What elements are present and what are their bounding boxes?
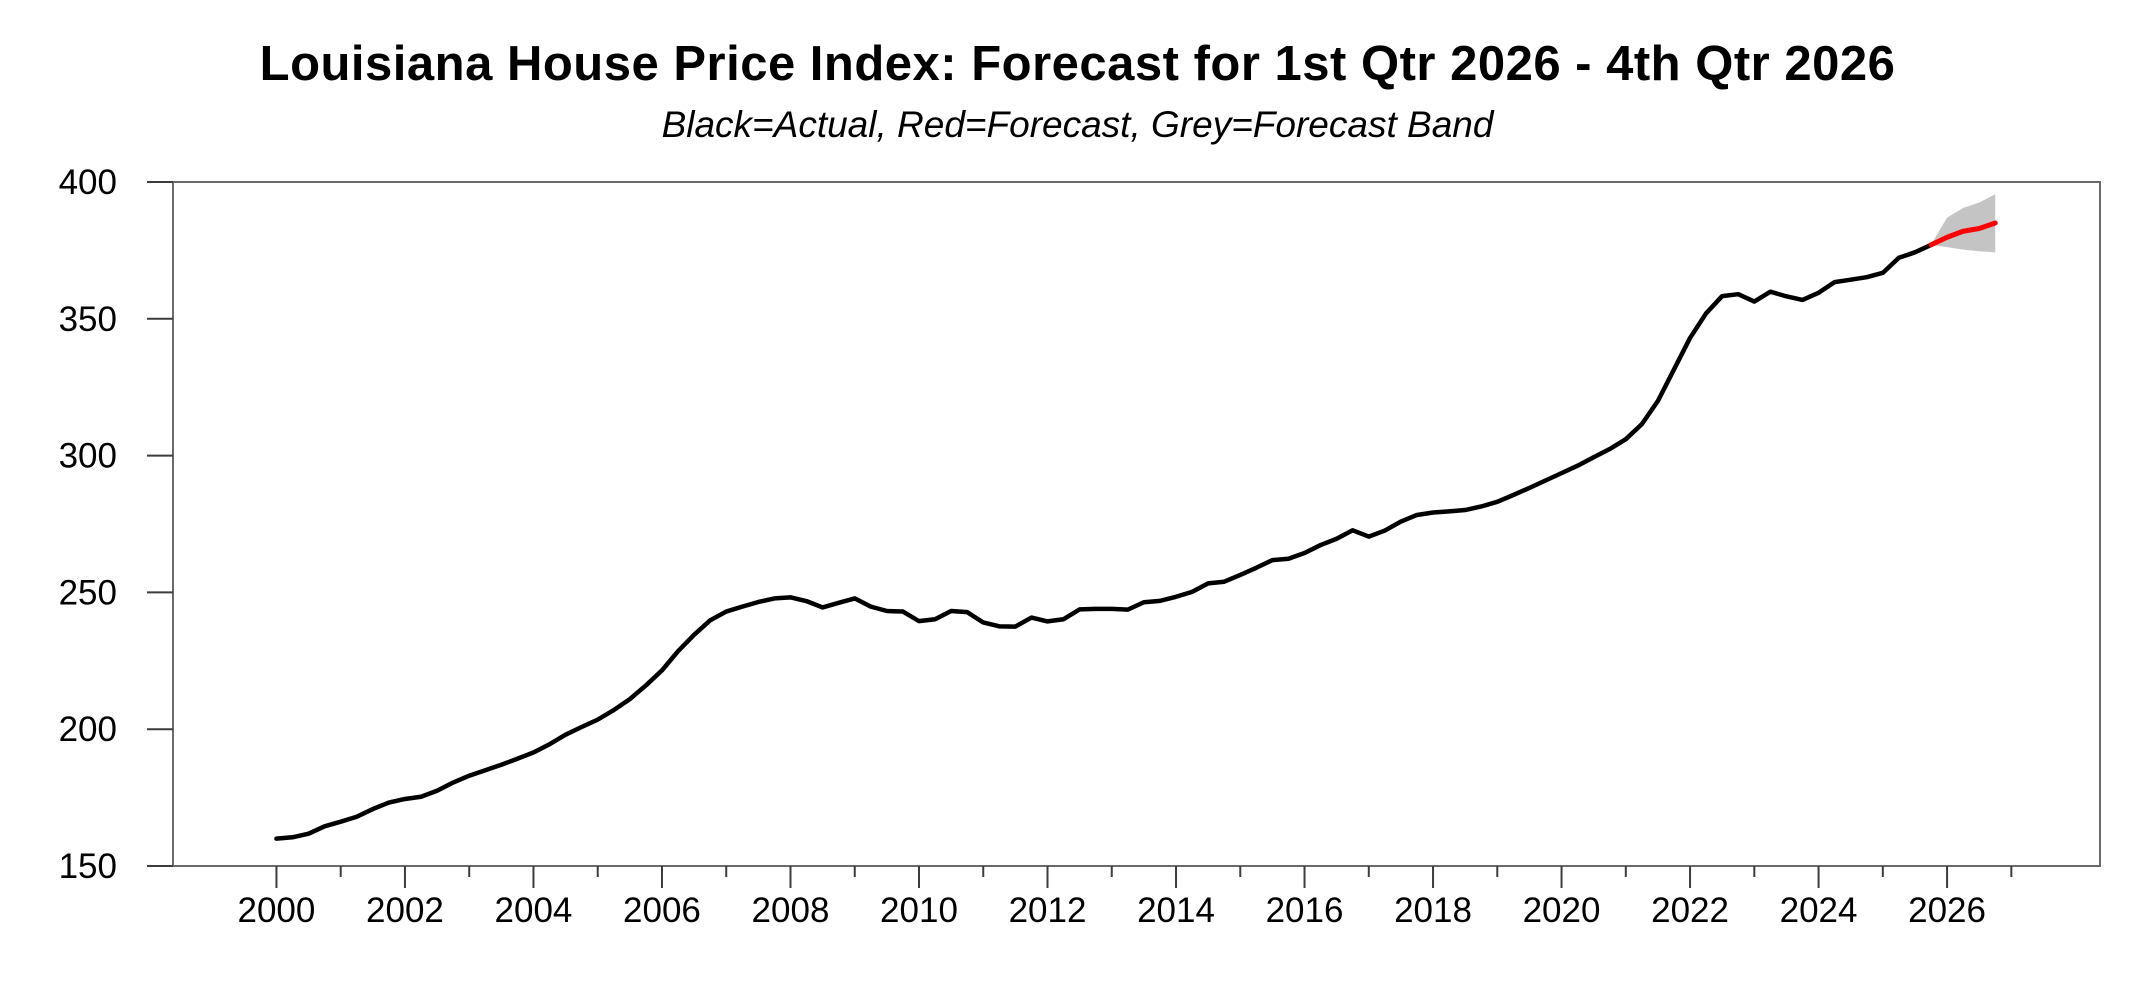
- forecast-series-line: [1928, 220, 1998, 248]
- x-axis-tick-label: 2006: [623, 891, 701, 930]
- x-axis-tick-label: 2012: [1009, 891, 1087, 930]
- y-axis-tick-label: 400: [59, 163, 117, 202]
- x-axis-tick-label: 2000: [238, 891, 316, 930]
- x-axis-tick-label: 2016: [1266, 891, 1344, 930]
- x-axis-tick-label: 2008: [752, 891, 830, 930]
- y-axis-tick-label: 200: [59, 710, 117, 749]
- x-axis-tick-label: 2010: [880, 891, 958, 930]
- plot-box: [172, 181, 2101, 867]
- y-axis-tick-label: 300: [59, 437, 117, 476]
- x-axis-tick-label: 2024: [1780, 891, 1858, 930]
- x-axis-tick-label: 2014: [1137, 891, 1215, 930]
- x-axis-tick-label: 2022: [1651, 891, 1729, 930]
- chart-subtitle: Black=Actual, Red=Forecast, Grey=Forecas…: [661, 104, 1494, 145]
- x-axis-tick-label: 2002: [366, 891, 444, 930]
- x-axis-tick-label: 2026: [1908, 891, 1986, 930]
- y-axis-tick-label: 150: [59, 847, 117, 886]
- x-axis-tick-label: 2020: [1523, 891, 1601, 930]
- x-axis-tick-label: 2018: [1394, 891, 1472, 930]
- y-axis-tick-label: 250: [59, 573, 117, 612]
- x-axis-tick-label: 2004: [495, 891, 573, 930]
- chart-title: Louisiana House Price Index: Forecast fo…: [259, 37, 1896, 91]
- forecast-band: [1931, 194, 1996, 253]
- actual-series-line: [274, 242, 1934, 841]
- y-axis-tick-label: 350: [59, 300, 117, 339]
